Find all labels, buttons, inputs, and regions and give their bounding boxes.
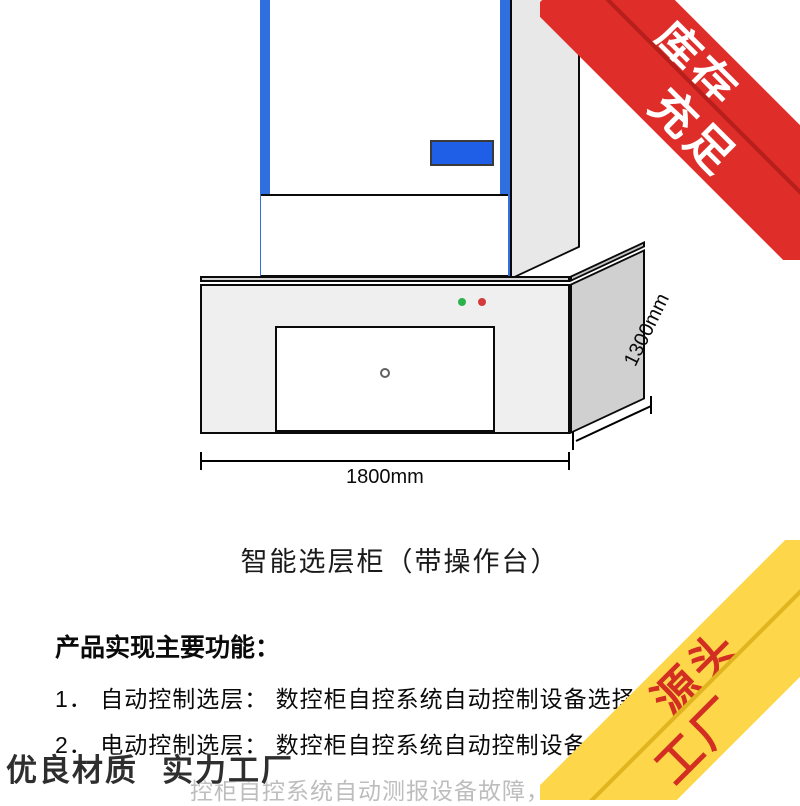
- section-title: 产品实现主要功能：: [55, 628, 280, 664]
- cabinet-open-slot: [261, 194, 508, 277]
- bottom-left-tags: 优良材质 实力工厂: [6, 745, 294, 790]
- indicator-green: [458, 298, 466, 306]
- lock-knob: [380, 368, 390, 378]
- desk-top-edge: [200, 276, 570, 282]
- line1-head: 自动控制选层：: [100, 686, 268, 712]
- dim-depth-tick-front: [572, 432, 574, 450]
- control-screen: [430, 140, 494, 166]
- dim-width-line: [200, 460, 570, 462]
- ribbon-stock: 库存 充足: [540, 0, 800, 260]
- dim-depth-tick-back: [650, 396, 652, 414]
- tag-quality: 优良材质: [6, 745, 138, 790]
- tag-factory: 实力工厂: [162, 745, 294, 790]
- desk-leg-opening: [275, 326, 495, 432]
- ribbon-source: 源头 工厂: [540, 540, 800, 800]
- indicator-red: [478, 298, 486, 306]
- line1-index: 1．: [55, 686, 93, 712]
- dim-width-label: 1800mm: [346, 466, 424, 489]
